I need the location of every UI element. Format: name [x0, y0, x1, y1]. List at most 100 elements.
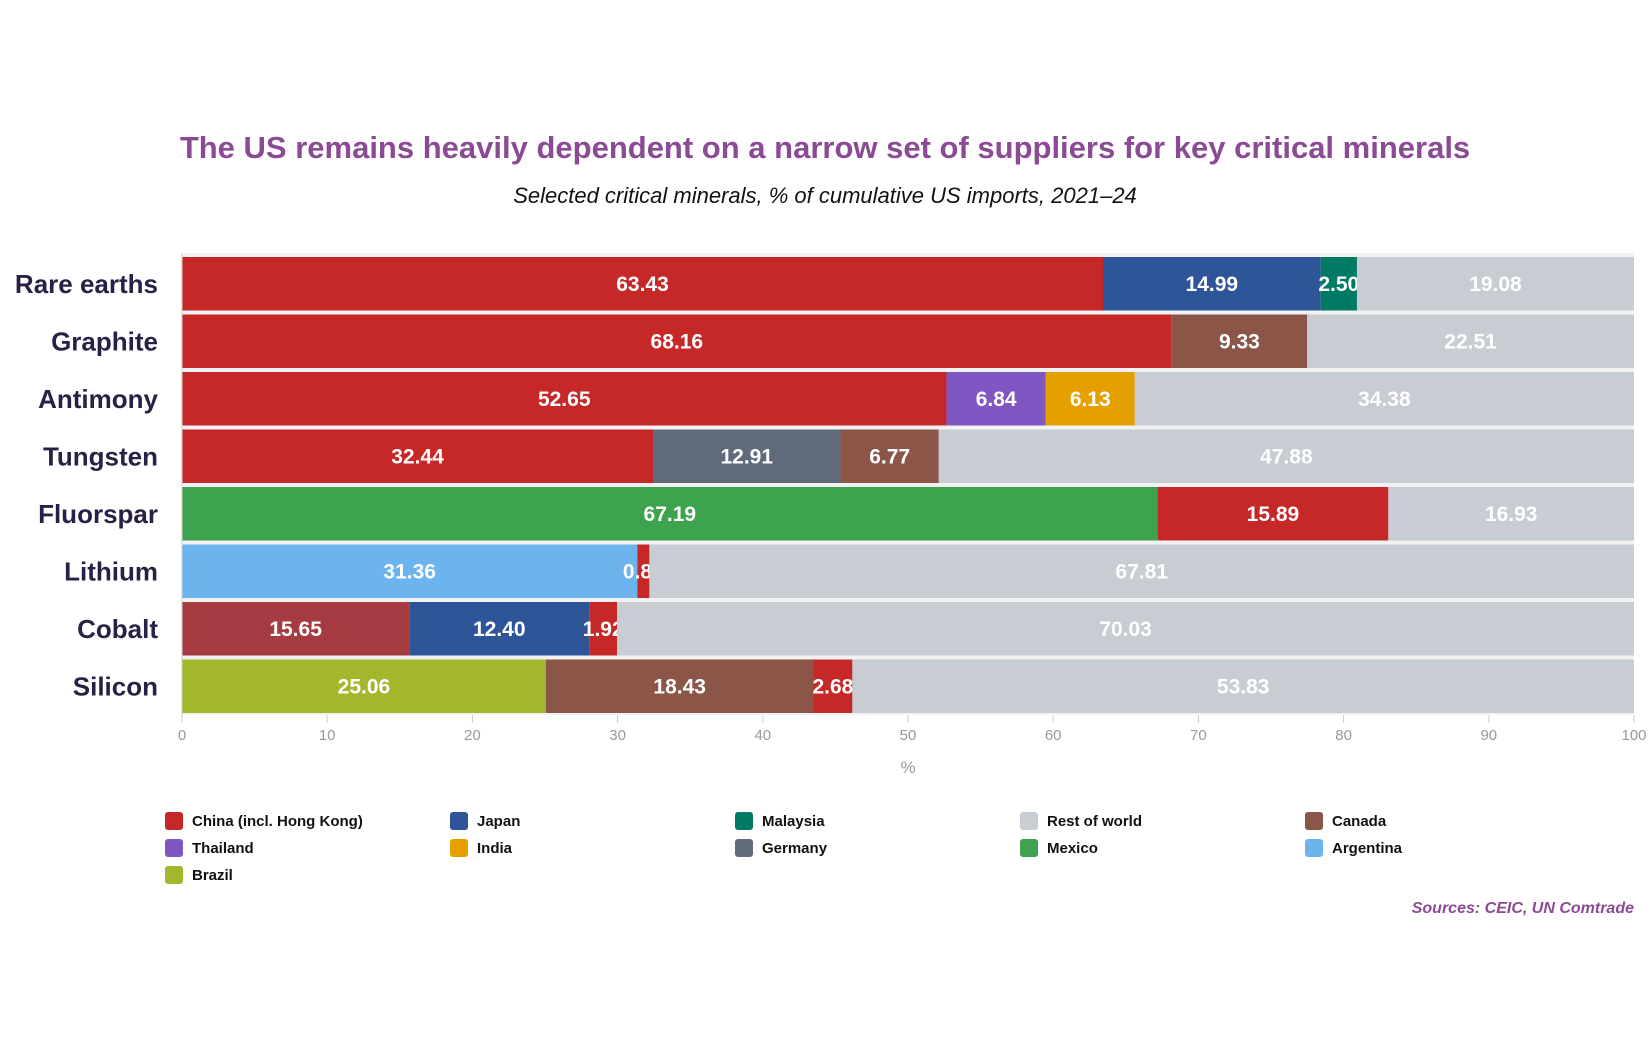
bar-segment	[182, 372, 947, 426]
legend-swatch	[450, 812, 468, 830]
data-label: 14.99	[1186, 273, 1239, 296]
data-label: 31.36	[383, 560, 436, 583]
chart-plot: 0 10 20 30 40 50 60 70 80 90 100% Rare earths 63.43 1…	[15, 253, 1647, 777]
data-label: 25.06	[338, 675, 391, 698]
data-label: 22.51	[1444, 330, 1497, 353]
data-label: 2.68	[812, 675, 853, 698]
x-tick-label: 0	[178, 727, 186, 744]
legend-label: Rest of world	[1047, 812, 1143, 830]
legend-item[interactable]: Rest of world	[1020, 812, 1142, 830]
category-label: Silicon	[73, 671, 158, 701]
x-tick-label: 100	[1621, 727, 1646, 744]
bar-segment	[409, 602, 590, 656]
data-label: 47.88	[1260, 445, 1313, 468]
x-tick-label: 80	[1335, 727, 1352, 744]
data-label: 6.77	[869, 445, 910, 468]
data-label: 19.08	[1469, 273, 1522, 296]
legend-label: Mexico	[1047, 839, 1098, 857]
data-label: 52.65	[538, 388, 591, 411]
bar-segment	[1356, 257, 1634, 311]
legend-item[interactable]: Japan	[450, 812, 520, 830]
bar-segment	[1157, 487, 1389, 541]
bar-segment	[1320, 257, 1357, 311]
legend-item[interactable]: Thailand	[165, 839, 254, 857]
category-label: Cobalt	[77, 614, 158, 644]
legend-item[interactable]: India	[450, 839, 512, 857]
x-tick-label: 40	[754, 727, 771, 744]
legend-swatch	[165, 812, 183, 830]
legend-swatch	[450, 839, 468, 857]
bar-segment	[182, 487, 1158, 541]
bar-segment	[1134, 372, 1634, 426]
bar-segment	[1171, 314, 1308, 368]
chart-title: The US remains heavily dependent on a na…	[179, 130, 1471, 165]
bar-segment	[1307, 314, 1634, 368]
data-label: 70.03	[1099, 618, 1152, 641]
bar-segment	[1103, 257, 1321, 311]
bar-segment	[813, 659, 853, 713]
legend-swatch	[1020, 812, 1038, 830]
data-label: 67.19	[644, 503, 697, 526]
x-tick-label: 70	[1190, 727, 1207, 744]
legend-label: China (incl. Hong Kong)	[192, 812, 363, 830]
bar-segment	[182, 314, 1172, 368]
legend-item[interactable]: Argentina	[1305, 839, 1402, 857]
bar-segment	[649, 544, 1634, 598]
category-label: Antimony	[38, 384, 158, 414]
legend-label: Thailand	[192, 839, 254, 857]
bar-segment	[840, 429, 939, 483]
legend-item[interactable]: Malaysia	[735, 812, 825, 830]
bar-segment	[1045, 372, 1135, 426]
legend-swatch	[1305, 812, 1323, 830]
legend-swatch	[735, 812, 753, 830]
bar-segment	[1388, 487, 1635, 541]
x-axis-label: %	[900, 758, 915, 777]
bar-segment	[589, 602, 618, 656]
legend-item[interactable]: Germany	[735, 839, 827, 857]
data-label: 32.44	[391, 445, 444, 468]
legend-item[interactable]: Mexico	[1020, 839, 1098, 857]
legend-swatch	[735, 839, 753, 857]
bar-segment	[617, 602, 1634, 656]
bar-segment	[182, 602, 410, 656]
sources-note: Sources: CEIC, UN Comtrade	[1411, 900, 1634, 917]
x-tick-label: 60	[1045, 727, 1062, 744]
bar-segment	[182, 659, 546, 713]
bar-segment	[182, 544, 638, 598]
category-label: Rare earths	[15, 269, 158, 299]
x-tick-label: 50	[900, 727, 917, 744]
data-label: 15.89	[1247, 503, 1300, 526]
bar-segment	[946, 372, 1046, 426]
legend-label: Argentina	[1332, 839, 1403, 857]
x-tick-label: 30	[609, 727, 626, 744]
legend-item[interactable]: Canada	[1305, 812, 1386, 830]
bar-segment	[653, 429, 841, 483]
bar-segment	[182, 257, 1104, 311]
x-tick-label: 10	[319, 727, 336, 744]
legend-label: Brazil	[192, 866, 233, 884]
data-label: 34.38	[1358, 388, 1411, 411]
legend-item[interactable]: China (incl. Hong Kong)	[165, 812, 363, 830]
data-label: 9.33	[1219, 330, 1260, 353]
data-label: 1.92	[583, 618, 624, 641]
data-label: 16.93	[1485, 503, 1538, 526]
data-label: 6.13	[1070, 388, 1111, 411]
data-label: 2.50	[1318, 273, 1359, 296]
data-label: 12.91	[720, 445, 773, 468]
data-label: 15.65	[269, 618, 322, 641]
category-label: Lithium	[64, 556, 158, 586]
legend-swatch	[1305, 839, 1323, 857]
data-label: 12.40	[473, 618, 526, 641]
legend-label: Germany	[762, 839, 828, 857]
bar-segment	[938, 429, 1634, 483]
bar-segment	[852, 659, 1634, 713]
legend-item[interactable]: Brazil	[165, 866, 233, 884]
legend-swatch	[1020, 839, 1038, 857]
legend-label: Malaysia	[762, 812, 825, 830]
legend-swatch	[165, 839, 183, 857]
x-tick-label: 90	[1480, 727, 1497, 744]
legend-swatch	[165, 866, 183, 884]
legend-label: Canada	[1332, 812, 1387, 830]
bar-segment	[545, 659, 814, 713]
data-label: 67.81	[1115, 560, 1168, 583]
